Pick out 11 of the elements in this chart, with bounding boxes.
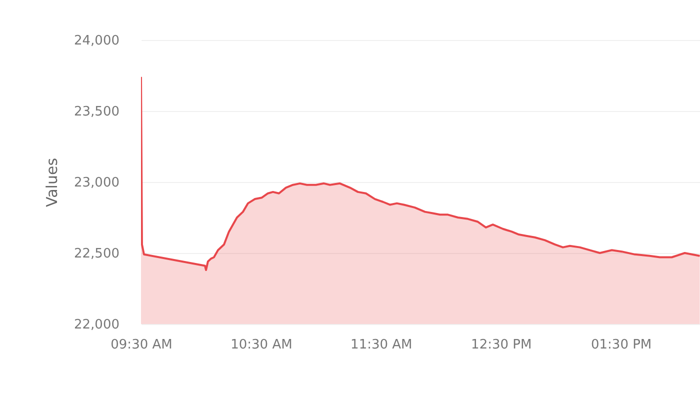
x-tick-label: 11:30 AM xyxy=(350,338,412,352)
y-axis-title: Values xyxy=(43,158,62,208)
y-tick-label: 22,000 xyxy=(74,318,120,332)
x-tick-label: 09:30 AM xyxy=(110,338,172,352)
y-tick-label: 22,500 xyxy=(74,246,120,262)
x-tick-label: 01:30 PM xyxy=(591,338,652,352)
x-tick-label: 12:30 PM xyxy=(471,338,532,352)
y-tick-label: 24,000 xyxy=(74,34,120,48)
y-tick-label: 23,000 xyxy=(74,176,120,190)
y-tick-label: 23,500 xyxy=(74,104,120,120)
x-tick-label: 10:30 AM xyxy=(230,338,292,352)
